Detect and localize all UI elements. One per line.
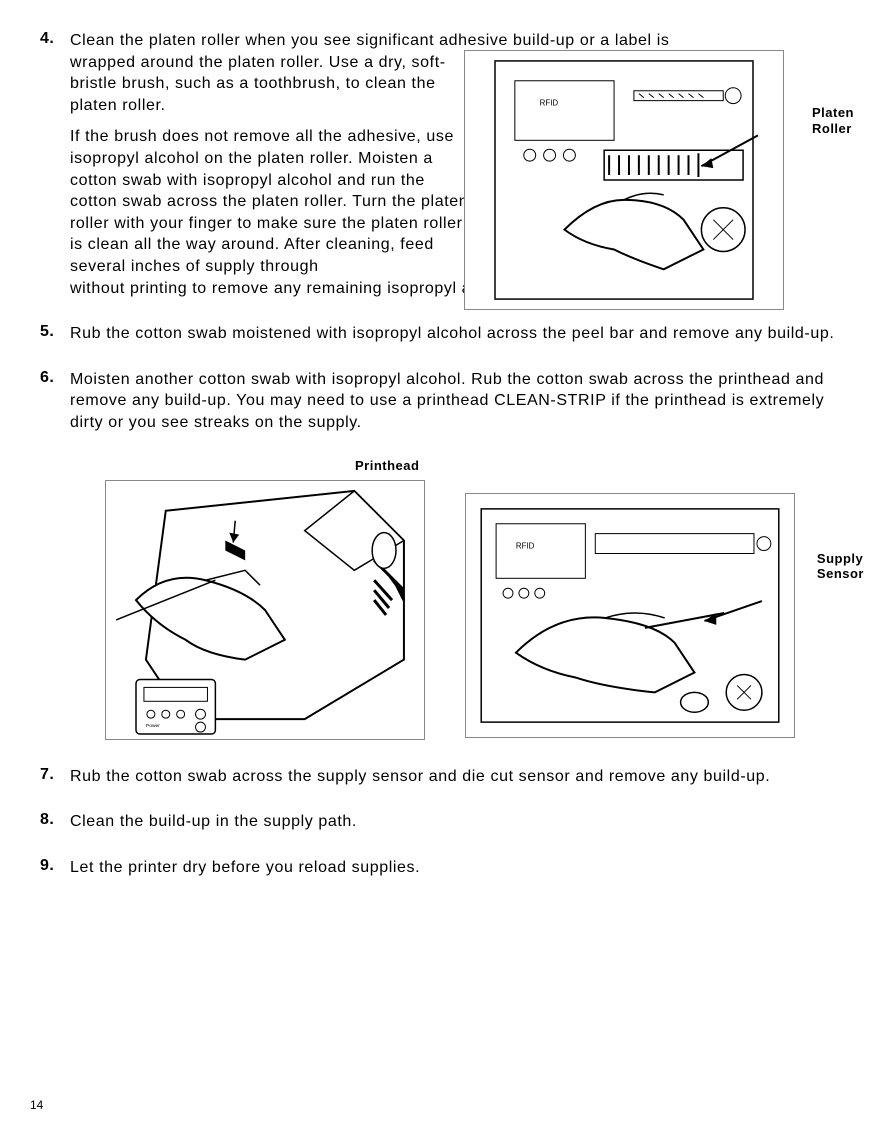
step-content: Let the printer dry before you reload su… [70, 857, 846, 889]
printer-illustration-3: RFID [465, 493, 795, 738]
printer-illustration-1: RFID [464, 50, 784, 310]
printer-svg-3: RFID [466, 494, 794, 737]
step-4: 4. Clean the platen roller when you see … [40, 30, 846, 309]
step-6: 6. Moisten another cotton swab with isop… [40, 369, 846, 444]
step-content: Rub the cotton swab moistened with isopr… [70, 323, 846, 355]
step-content: Moisten another cotton swab with isoprop… [70, 369, 846, 444]
figure-supply-sensor: RFID [465, 493, 795, 738]
supply-sensor-label: Supply Sensor [817, 551, 864, 582]
step-9: 9. Let the printer dry before you reload… [40, 857, 846, 889]
svg-text:RFID: RFID [540, 99, 559, 108]
step-content: Clean the build-up in the supply path. [70, 811, 846, 843]
step-6-para: Moisten another cotton swab with isoprop… [70, 369, 846, 434]
svg-text:Power: Power [146, 723, 160, 729]
printhead-label: Printhead [355, 458, 419, 473]
step-number: 4. [40, 30, 70, 309]
step-8-para: Clean the build-up in the supply path. [70, 811, 846, 833]
printer-svg-1: RFID [465, 51, 783, 309]
step-7: 7. Rub the cotton swab across the supply… [40, 766, 846, 798]
step-8: 8. Clean the build-up in the supply path… [40, 811, 846, 843]
figure-printhead: Power [105, 480, 425, 740]
step-number: 8. [40, 811, 70, 843]
step4-line-rest: wrapped around the platen roller. Use a … [70, 52, 475, 117]
step-7-para: Rub the cotton swab across the supply se… [70, 766, 846, 788]
step4-p2-narrow: If the brush does not remove all the adh… [70, 126, 475, 277]
figure-platen-roller: RFID Platen Roller [464, 50, 854, 310]
step-5: 5. Rub the cotton swab moistened with is… [40, 323, 846, 355]
svg-text:RFID: RFID [516, 541, 535, 550]
step-number: 6. [40, 369, 70, 444]
platen-roller-label: Platen Roller [812, 105, 854, 136]
step-5-para: Rub the cotton swab moistened with isopr… [70, 323, 846, 345]
step4-line1: Clean the platen roller when you see sig… [70, 30, 846, 52]
step-9-para: Let the printer dry before you reload su… [70, 857, 846, 879]
step-number: 7. [40, 766, 70, 798]
printer-illustration-2: Power [105, 480, 425, 740]
printer-svg-2: Power [106, 481, 424, 739]
figures-row: Printhead Power [75, 458, 846, 748]
step-content: Rub the cotton swab across the supply se… [70, 766, 846, 798]
page-number: 14 [30, 1098, 43, 1112]
step-number: 5. [40, 323, 70, 355]
step-number: 9. [40, 857, 70, 889]
